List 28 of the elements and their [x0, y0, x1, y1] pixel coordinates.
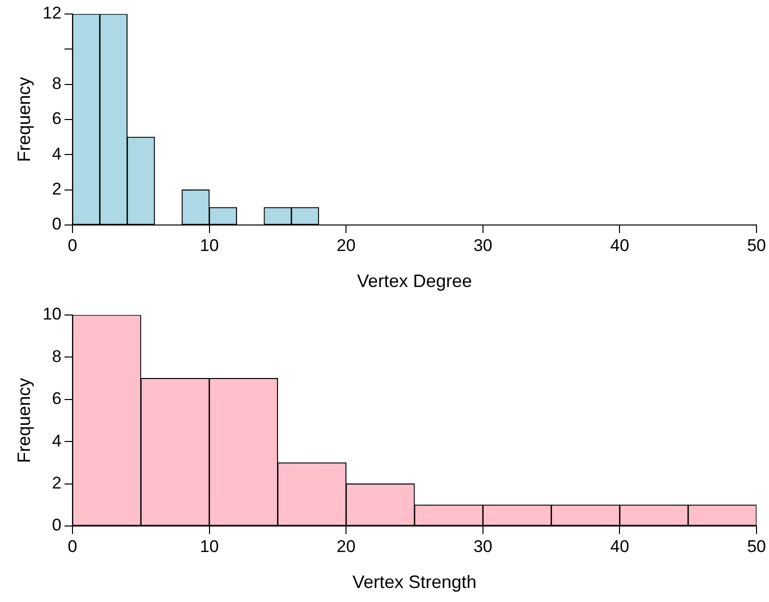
x-tick-label: 30	[473, 236, 492, 255]
y-tick-label: 12	[42, 4, 62, 23]
y-tick-label: 0	[52, 516, 62, 535]
y-tick-label: 8	[52, 74, 62, 94]
y-tick-label: 2	[52, 473, 62, 492]
x-tick-label: 40	[610, 536, 630, 556]
x-tick-label: 10	[200, 536, 219, 556]
y-axis-title: Frequency	[14, 378, 34, 464]
x-tick-label: 20	[336, 536, 356, 556]
x-axis-title: Vertex Degree	[356, 271, 472, 292]
y-tick-label: 6	[52, 389, 62, 408]
y-axis-title: Frequency	[14, 76, 34, 162]
y-tick-label: 10	[42, 304, 62, 324]
y-tick-label: 6	[52, 109, 62, 128]
x-tick-label: 40	[610, 236, 630, 255]
x-axis-title: Vertex Strength	[352, 572, 477, 592]
x-tick-label: 20	[336, 236, 356, 255]
x-tick-label: 50	[747, 536, 766, 556]
x-tick-label: 10	[200, 236, 219, 255]
y-tick-label: 0	[52, 214, 62, 234]
y-tick-label: 8	[52, 346, 62, 366]
y-tick-label: 4	[52, 144, 62, 164]
y-tick-label: 4	[52, 431, 62, 450]
x-tick-label: 0	[68, 536, 78, 556]
x-tick-label: 0	[68, 236, 78, 255]
x-tick-label: 30	[473, 536, 492, 556]
x-tick-label: 50	[747, 236, 766, 255]
y-tick-label: 2	[52, 180, 62, 199]
